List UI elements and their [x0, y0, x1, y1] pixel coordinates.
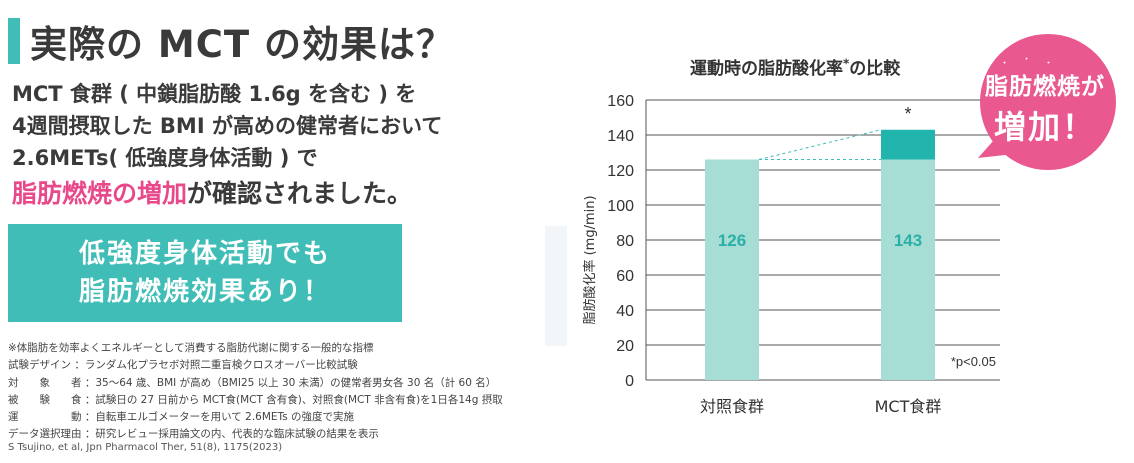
y-tick-label: 120	[607, 163, 634, 180]
bar	[705, 159, 759, 380]
callout-box: 低強度身体活動でも 脂肪燃焼効果あり！	[8, 224, 402, 322]
sparkle-icon: ・	[1044, 59, 1054, 69]
y-tick-label: 80	[616, 233, 634, 250]
chart-title-text: 運動時の脂肪酸化率	[690, 59, 843, 79]
p-value-footnote: *p<0.05	[951, 354, 996, 369]
x-tick-label: MCT食群	[875, 397, 942, 416]
description-line-1: MCT 食群 ( 中鎖脂肪酸 1.6g を含む ) を	[12, 82, 417, 106]
note-line: 運 動 ：自転車エルゴメーターを用いて 2.6METs の強度で実施	[8, 411, 355, 424]
y-tick-label: 40	[616, 303, 634, 320]
data-label: 126	[718, 231, 746, 250]
description-line-4: 脂肪燃焼の増加が確認されました。	[12, 174, 512, 214]
background-decoration	[545, 226, 567, 346]
significance-mark: *	[904, 104, 911, 124]
description-line-2: 4週間摂取した BMI が高めの健常者において	[12, 114, 443, 138]
page-title: 実際の MCT の効果は？	[30, 23, 454, 66]
note-line: 試験デザイン ：ランダム化プラセボ対照二重盲検クロスオーバー比較試験	[8, 359, 358, 372]
comparison-line-top	[758, 129, 882, 160]
badge-circle	[980, 34, 1116, 170]
description-line-4-rest: が確認されました。	[187, 179, 413, 208]
description-line-3: 2.6METs( 低強度身体活動 ) で	[12, 146, 318, 170]
data-label: 143	[894, 231, 922, 250]
bar-increase	[881, 129, 935, 160]
chart-title-mark: *	[843, 56, 850, 71]
badge-bubble	[978, 34, 1116, 170]
note-line: 被 験 食 ：試験日の 27 日前から MCT食(MCT 含有食)、対照食(MC…	[8, 393, 503, 406]
heading: 実際の MCT の効果は？	[8, 14, 454, 68]
badge-tail	[978, 140, 1014, 158]
note-line: ※体脂肪を効率よくエネルギーとして消費する脂肪代謝に関する一般的な指標	[8, 342, 374, 354]
callout-line-1: 低強度身体活動でも	[78, 239, 331, 269]
badge-text-2: 増加！	[993, 108, 1096, 146]
note-line: 対 象 者 ：35〜64 歳、BMI が高め（BMI25 以上 30 未満）の健…	[8, 376, 497, 389]
y-axis-label: 脂肪酸化率 (mg/min)	[582, 195, 598, 324]
y-tick-label: 0	[625, 373, 634, 390]
study-notes: ※体脂肪を効率よくエネルギーとして消費する脂肪代謝に関する一般的な指標 試験デザ…	[8, 340, 568, 444]
citation: S Tsujino, et al, Jpn Pharmacol Ther, 51…	[8, 442, 283, 453]
heading-accent-bar	[8, 18, 20, 64]
y-tick-label: 20	[616, 338, 634, 355]
y-tick-label: 160	[607, 93, 634, 110]
y-tick-label: 100	[607, 198, 634, 215]
y-tick-label: 60	[616, 268, 634, 285]
sparkle-icon: ・	[1000, 59, 1010, 69]
chart-title: 運動時の脂肪酸化率*の比較	[690, 54, 900, 79]
chart-title-suffix: の比較	[849, 59, 901, 79]
description-highlight: 脂肪燃焼の増加	[12, 179, 188, 208]
badge-text-1: 脂肪燃焼が	[985, 74, 1105, 100]
callout-line-2: 脂肪燃焼効果あり！	[78, 277, 331, 307]
y-tick-label: 140	[607, 128, 634, 145]
description: MCT 食群 ( 中鎖脂肪酸 1.6g を含む ) を 4週間摂取した BMI …	[12, 78, 512, 214]
sparkle-icon: ・	[1022, 55, 1032, 65]
bar	[881, 159, 935, 380]
x-tick-label: 対照食群	[700, 397, 764, 416]
bar-chart: 0 20 40 60 80 100 120 140 160 脂肪酸化率 (mg/min) 126 対照…	[582, 93, 1000, 416]
note-line: データ選択理由 ：研究レビュー採用論文の内、代表的な臨床試験の結果を表示	[8, 428, 379, 441]
